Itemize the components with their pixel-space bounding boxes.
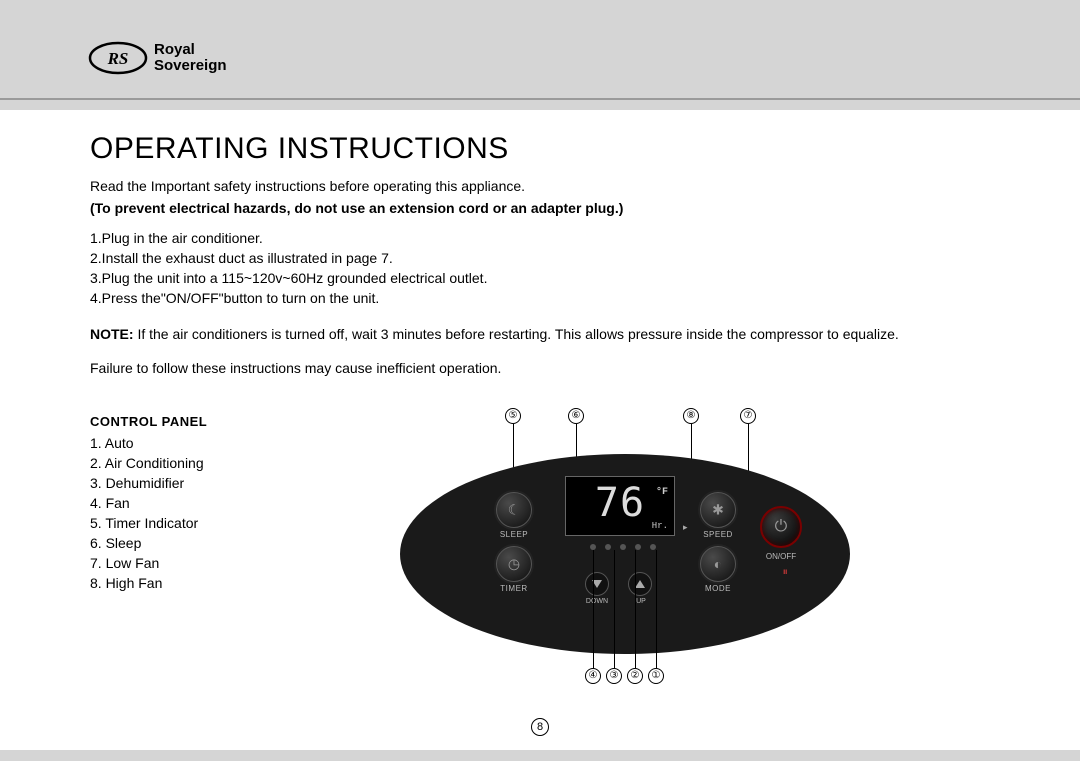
step-4: 4.Press the"ON/OFF"button to turn on the… [90, 288, 990, 308]
power-button[interactable] [760, 506, 802, 548]
cp-item-4: 4. Fan [90, 493, 290, 513]
speed-arrow-left: ▸ [683, 522, 688, 533]
callout-7: ⑦ [740, 408, 756, 424]
timer-label: TIMER [484, 584, 544, 593]
header-divider [0, 98, 1080, 100]
callout-2: ② [627, 668, 643, 684]
callout-1: ① [648, 668, 664, 684]
led-indicator [605, 544, 611, 550]
cp-item-7: 7. Low Fan [90, 553, 290, 573]
pause-icon: ⏸ [783, 566, 789, 579]
clock-icon: ◷ [508, 556, 520, 573]
step-3: 3.Plug the unit into a 115~120v~60Hz gro… [90, 268, 990, 288]
down-label: DOWN [582, 598, 612, 605]
callout-5: ⑤ [505, 408, 521, 424]
cp-item-2: 2. Air Conditioning [90, 453, 290, 473]
timer-button[interactable]: ◷ [496, 546, 532, 582]
control-panel-list: 1. Auto 2. Air Conditioning 3. Dehumidif… [90, 433, 290, 593]
intro-text: Read the Important safety instructions b… [90, 176, 990, 196]
brand-line2: Sovereign [154, 58, 227, 74]
lcd-hr: Hr. [652, 521, 668, 531]
temp-down-button[interactable] [585, 572, 609, 596]
mode-button[interactable]: ◐ [700, 546, 736, 582]
power-label: ON/OFF [754, 552, 808, 561]
temp-up-button[interactable] [628, 572, 652, 596]
led-indicator [620, 544, 626, 550]
logo-badge: RS [88, 40, 148, 76]
logo-text: Royal Sovereign [154, 42, 227, 74]
page-title: OPERATING INSTRUCTIONS [90, 132, 990, 166]
cp-item-6: 6. Sleep [90, 533, 290, 553]
callout-3: ③ [606, 668, 622, 684]
note-text: If the air conditioners is turned off, w… [134, 326, 899, 342]
cp-item-8: 8. High Fan [90, 573, 290, 593]
step-2: 2.Install the exhaust duct as illustrate… [90, 248, 990, 268]
callout-line [614, 550, 615, 668]
failure-text: Failure to follow these instructions may… [90, 358, 990, 378]
step-1: 1.Plug in the air conditioner. [90, 228, 990, 248]
lcd-unit: °F [656, 487, 668, 498]
moon-icon: ☾ [508, 502, 521, 519]
control-panel-legend: CONTROL PANEL 1. Auto 2. Air Conditionin… [90, 414, 290, 714]
page-number: 8 [531, 718, 549, 736]
note-label: NOTE: [90, 326, 134, 342]
brand-line1: Royal [154, 42, 227, 58]
cp-item-1: 1. Auto [90, 433, 290, 453]
callout-line [593, 550, 594, 668]
cp-item-5: 5. Timer Indicator [90, 513, 290, 533]
up-label: UP [626, 598, 656, 605]
cp-item-3: 3. Dehumidifier [90, 473, 290, 493]
callout-6: ⑥ [568, 408, 584, 424]
page-body: OPERATING INSTRUCTIONS Read the Importan… [0, 110, 1080, 750]
callout-line [635, 550, 636, 668]
mode-icon: ◐ [714, 556, 722, 572]
note-block: NOTE: If the air conditioners is turned … [90, 324, 990, 344]
callout-8: ⑧ [683, 408, 699, 424]
mode-label: MODE [688, 584, 748, 593]
sleep-label: SLEEP [484, 530, 544, 539]
setup-steps: 1.Plug in the air conditioner. 2.Install… [90, 228, 990, 308]
warning-text: (To prevent electrical hazards, do not u… [90, 198, 990, 218]
control-panel-title: CONTROL PANEL [90, 414, 290, 429]
lcd-display: 76 °F Hr. [565, 476, 675, 536]
speed-button[interactable]: ✱ [700, 492, 736, 528]
speed-label: SPEED [688, 530, 748, 539]
callout-4: ④ [585, 668, 601, 684]
callout-line [656, 550, 657, 668]
fan-icon: ✱ [712, 502, 724, 519]
svg-text:RS: RS [107, 49, 129, 68]
sleep-button[interactable]: ☾ [496, 492, 532, 528]
brand-logo: RS Royal Sovereign [88, 40, 227, 76]
control-panel-diagram: ⑤ ⑥ ⑧ ⑦ 76 °F Hr. ☾ SLEEP ◷ T [400, 414, 850, 714]
